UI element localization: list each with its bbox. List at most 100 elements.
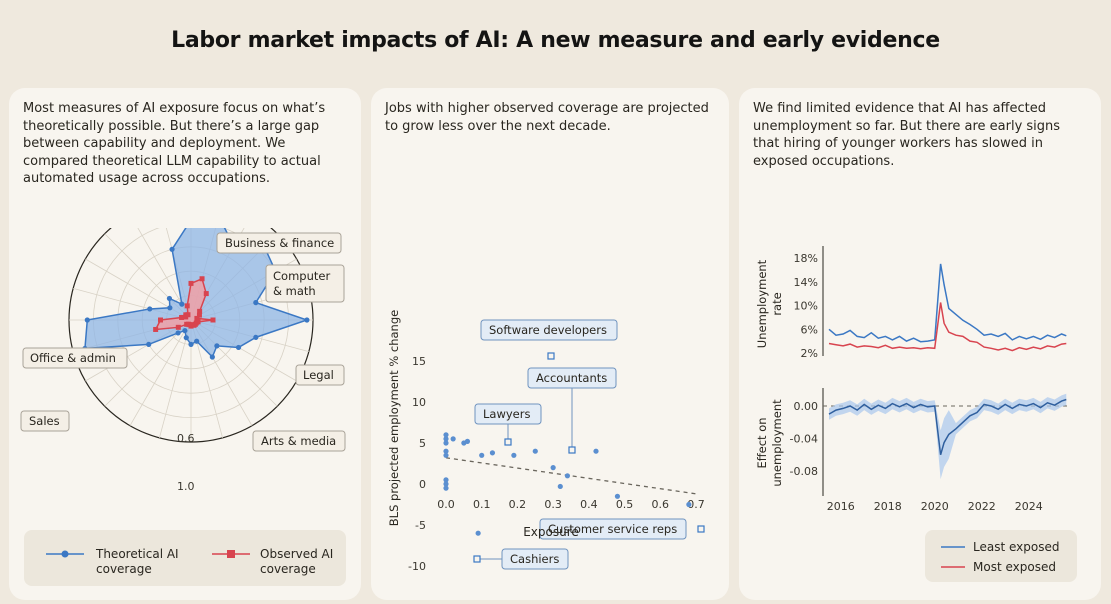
radar-ring-label-0: 0.6 [177,432,195,445]
radar-label-computer-line2: & math [273,284,316,298]
scatter-xtick: 0.1 [473,498,491,511]
radar-label-sales: Sales [20,410,70,432]
radar-theoretical-point [146,341,152,347]
radar-observed-point [188,280,194,286]
scatter-point [443,481,449,487]
unemployment-ytick: 14% [794,276,818,289]
legend-theoretical-marker [61,550,69,558]
scatter-point [443,477,449,483]
unemployment-charts: 18% 14% 10% 6% 2% 0.00 -0.04 -0.08 2016 2018 202… [755,246,1071,513]
panel-unemployment: We find limited evidence that AI has aff… [739,88,1101,600]
scatter-point [489,450,496,456]
scatter-callout-box [527,367,617,389]
unemployment-ytick: 18% [794,252,818,265]
effect-xtick: 2020 [921,500,949,513]
radar-observed-point [185,312,191,318]
radar-observed-point [210,317,216,323]
panel1-text: Most measures of AI exposure focus on wh… [23,101,326,186]
legend-theoretical-label-1: Theoretical AI [95,547,179,561]
radar-observed-point [184,303,190,309]
scatter-point [475,530,481,536]
effect-xtick: 2018 [874,500,902,513]
radar-theoretical-point [188,341,194,347]
radar-theoretical-point [175,330,181,336]
legend-least-label: Least exposed [973,540,1059,554]
scatter-callout-box [480,319,618,341]
scatter-xlabel: Exposure [523,525,579,539]
scatter-point [443,436,449,442]
unemployment-ytick: 2% [801,347,818,360]
radar-label-legal: Legal [295,364,345,386]
scatter-point [614,493,621,499]
scatter-point [479,452,485,458]
radar-label-business: Business & finance [216,232,342,254]
radar-theoretical-point [253,334,259,340]
scatter-ytick: -10 [408,560,426,573]
effect-xtick: 2022 [968,500,996,513]
radar-observed-point [194,315,200,321]
scatter-labeled-point [504,438,512,446]
scatter-point [443,432,449,438]
radar-observed-point [158,317,163,323]
scatter-xtick: 0.4 [580,498,598,511]
scatter-callout-label: Software developers [489,323,607,337]
svg-text:Legal: Legal [303,368,334,382]
radar-theoretical-point [147,306,153,312]
legend-most-label: Most exposed [973,560,1056,574]
scatter-ytick: 10 [412,396,426,409]
scatter-point [532,448,538,454]
scatter-point [550,465,556,471]
scatter-callout-box [474,403,542,425]
radar-observed-point [197,308,203,314]
scatter-point [443,440,449,446]
panel-radar: Most measures of AI exposure focus on wh… [9,88,361,600]
scatter-xtick: 0.6 [652,498,670,511]
svg-text:Business & finance: Business & finance [225,236,334,250]
effect-xtick: 2016 [827,500,855,513]
scatter-callout-label: Customer service reps [548,522,677,536]
radar-theoretical-point [169,246,175,252]
scatter-point [450,436,456,442]
scatter-point [443,485,449,491]
radar-observed-point [203,291,209,297]
effect-ytick: -0.04 [790,433,818,446]
unemployment-ytick: 10% [794,300,818,313]
radar-observed-point [175,324,181,330]
unemployment-legend: Least exposed Most exposed [925,530,1077,582]
scatter-callout-label: Lawyers [483,407,530,421]
scatter-callout-label: Accountants [536,371,607,385]
radar-observed-point [199,276,205,282]
effect-ylabel-1: Effect on [755,417,769,468]
radar-legend: Theoretical AI coverage Observed AI cove… [24,530,346,586]
scatter-point [443,448,449,454]
panel3-text: We find limited evidence that AI has aff… [753,101,1061,169]
scatter-xtick: 0.3 [544,498,562,511]
legend-observed-label-1: Observed AI [260,547,333,561]
scatter-point [511,452,517,458]
scatter-point [464,438,471,444]
radar-theoretical-point [179,301,185,307]
panel-scatter: Jobs with higher observed coverage are p… [371,88,729,600]
radar-ring-label-1: 1.0 [177,480,195,493]
radar-observed-point [179,314,185,320]
scatter-xtick: 0.7 [687,498,705,511]
legend-observed-marker [227,550,235,558]
scatter-point [557,483,563,490]
radar-label-office: Office & admin [22,347,128,369]
page-title: Labor market impacts of AI: A new measur… [171,28,940,53]
line-most-exposed [828,302,1067,352]
radar-theoretical-point [214,343,220,349]
svg-text:Office & admin: Office & admin [30,351,116,365]
radar-theoretical-point [209,354,215,360]
legend-theoretical-label-2: coverage [96,562,152,576]
radar-theoretical-point [84,317,90,323]
radar-spoke [129,319,192,426]
scatter-labeled-point [568,446,576,454]
radar-label-computer: Computer & math [265,264,345,303]
scatter-chart: 15 10 5 0 -5 -10 0.0 0.1 0.2 0.3 0.4 0.5 0.6 0.7 Sof… [387,310,705,573]
scatter-xtick: 0.5 [616,498,634,511]
scatter-trend-line [445,457,697,495]
scatter-point [564,473,571,479]
scatter-point [593,448,599,454]
radar-theoretical-point [166,295,173,302]
